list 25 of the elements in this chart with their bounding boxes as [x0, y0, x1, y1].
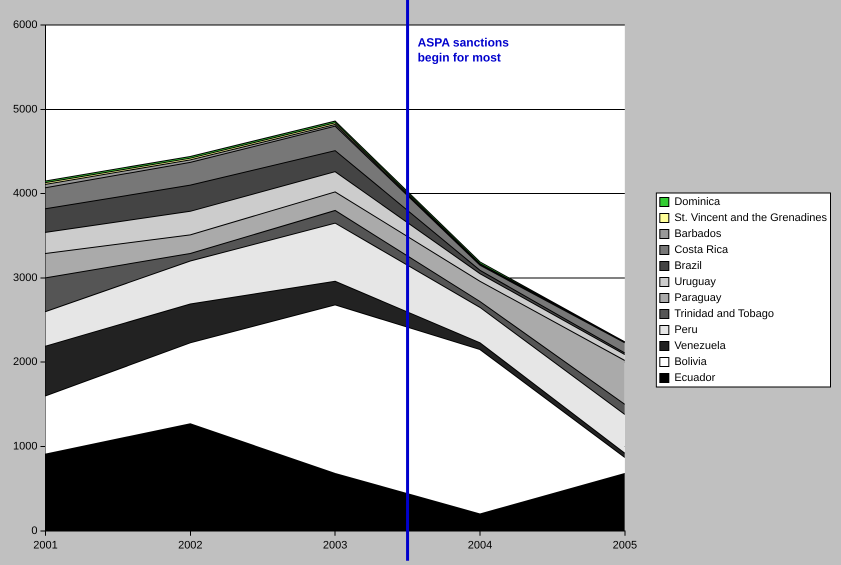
ref-line-label: ASPA sanctions begin for most — [418, 35, 510, 64]
y-tick-label: 2000 — [12, 356, 38, 368]
legend-label: Dominica — [674, 196, 722, 208]
legend-label: Costa Rica — [674, 244, 729, 256]
x-tick-label: 2003 — [322, 539, 348, 552]
legend-label: Barbados — [674, 228, 722, 240]
legend-label: Brazil — [674, 260, 702, 272]
y-tick-label: 1000 — [12, 440, 38, 453]
y-tick-label: 0 — [31, 524, 38, 537]
legend-label: Bolivia — [674, 356, 708, 368]
legend-label: St. Vincent and the Grenadines — [674, 212, 828, 224]
y-tick-label: 3000 — [12, 272, 38, 284]
y-tick-label: 5000 — [12, 103, 38, 116]
legend-label: Ecuador — [674, 372, 716, 384]
y-tick-label: 4000 — [12, 188, 38, 200]
x-tick-label: 2004 — [468, 539, 492, 552]
x-tick-label: 2002 — [178, 539, 203, 552]
legend-label: Uruguay — [674, 276, 716, 288]
legend-label: Venezuela — [674, 340, 727, 352]
x-tick-label: 2005 — [612, 539, 638, 552]
y-tick-label: 6000 — [12, 19, 38, 32]
x-tick-label: 2001 — [33, 539, 58, 552]
legend-label: Peru — [674, 324, 698, 336]
legend-label: Trinidad and Tobago — [674, 308, 774, 320]
legend-label: Paraguay — [674, 292, 722, 304]
